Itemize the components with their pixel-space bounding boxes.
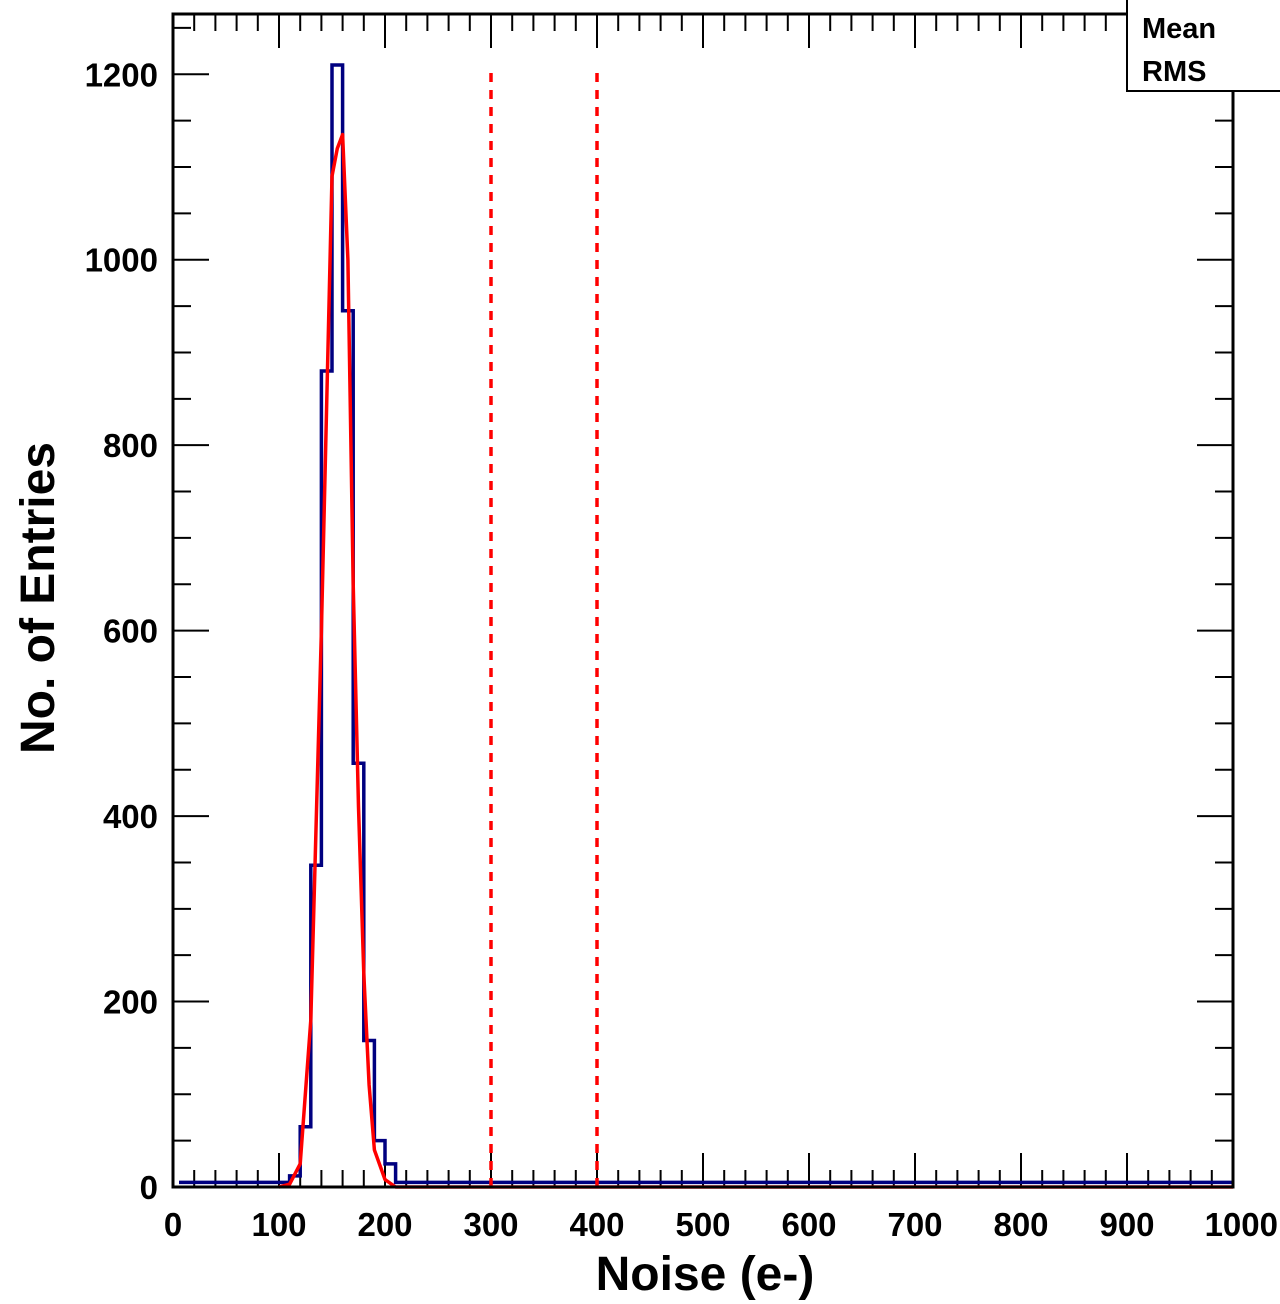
y-tick-label: 0 <box>140 1169 158 1206</box>
x-tick-label: 200 <box>357 1206 412 1243</box>
x-tick-label: 300 <box>463 1206 518 1243</box>
plot-data <box>179 63 1233 1189</box>
histogram-outline <box>179 63 1233 1185</box>
y-tick-label: 1200 <box>85 56 158 93</box>
y-tick-label: 200 <box>103 984 158 1021</box>
x-tick-label: 900 <box>1099 1206 1154 1243</box>
y-tick-label: 600 <box>103 613 158 650</box>
stats-box-frame <box>1126 0 1280 92</box>
x-tick-label: 600 <box>781 1206 836 1243</box>
x-tick-label: 0 <box>164 1206 182 1243</box>
y-axis-title: No. of Entries <box>12 442 65 754</box>
x-tick-label: 700 <box>887 1206 942 1243</box>
stats-box: Mean RMS <box>1126 0 1280 92</box>
x-tick-label: 500 <box>675 1206 730 1243</box>
stats-label-rms: RMS <box>1142 56 1206 88</box>
y-tick-label: 1000 <box>85 242 158 279</box>
stats-label-mean: Mean <box>1142 13 1216 45</box>
x-tick-label: 400 <box>569 1206 624 1243</box>
x-axis-title: Noise (e-) <box>596 1248 815 1301</box>
y-tick-label: 400 <box>103 798 158 835</box>
x-tick-label: 800 <box>993 1206 1048 1243</box>
plot-frame <box>171 12 1235 1189</box>
y-tick-label: 800 <box>103 427 158 464</box>
x-tick-label: 1000 <box>1205 1206 1278 1243</box>
fit-curve <box>278 132 1233 1189</box>
x-tick-label: 100 <box>251 1206 306 1243</box>
tick-labels: 0 100 200 300 400 500 600 700 800 900 1000 0 200 400 6… <box>85 56 1278 1243</box>
